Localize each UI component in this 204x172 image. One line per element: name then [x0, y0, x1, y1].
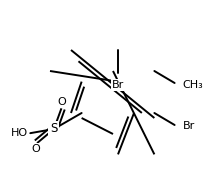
Text: Br: Br — [183, 121, 195, 131]
Text: HO: HO — [11, 128, 28, 138]
Text: O: O — [57, 97, 66, 107]
Text: Br: Br — [112, 80, 124, 90]
Text: CH₃: CH₃ — [183, 80, 203, 90]
Text: O: O — [32, 144, 40, 154]
Text: S: S — [50, 122, 58, 136]
